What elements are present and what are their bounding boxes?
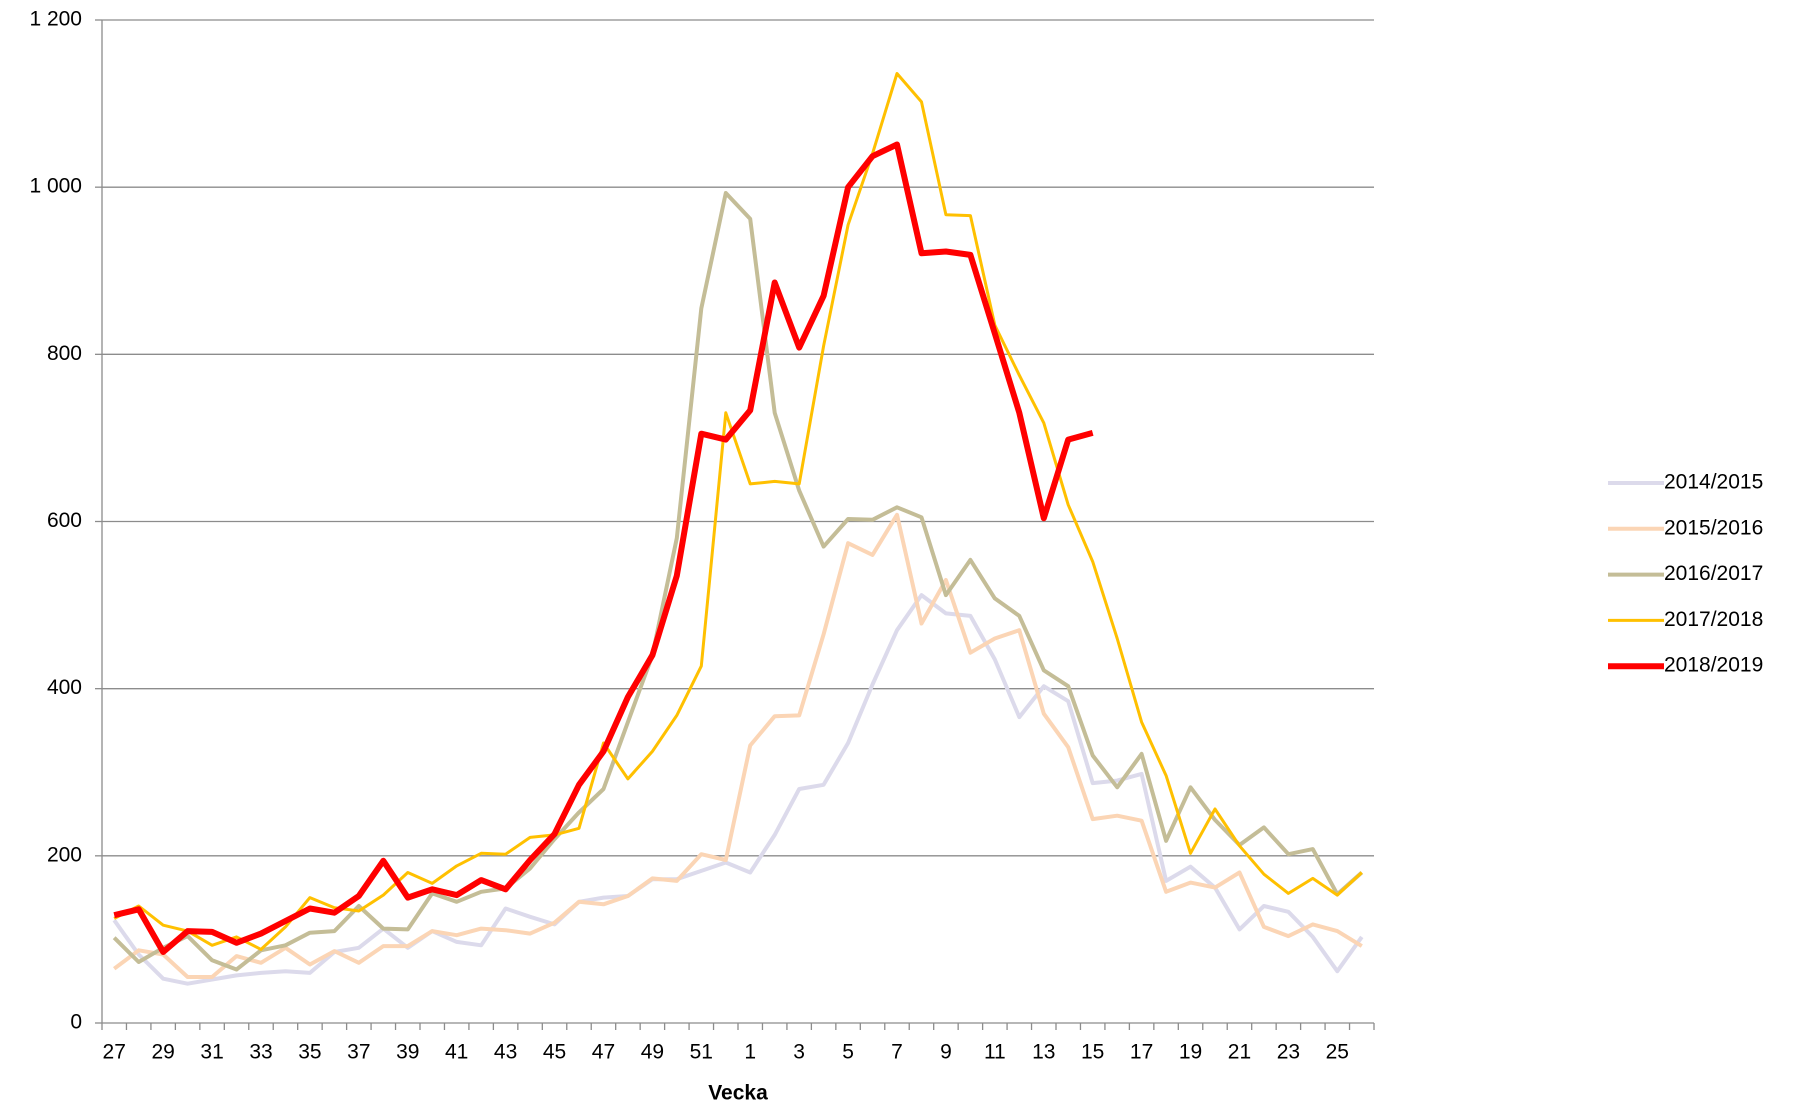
x-tick-label: 9 bbox=[940, 1041, 952, 1064]
data-line bbox=[112, 593, 1364, 986]
data-line bbox=[113, 141, 1094, 955]
y-tick-label: 0 bbox=[70, 1011, 82, 1034]
x-tick-label: 21 bbox=[1228, 1041, 1251, 1064]
x-axis-title: Vecka bbox=[708, 1082, 768, 1105]
legend-label: 2018/2019 bbox=[1664, 654, 1763, 677]
x-tick-label: 1 bbox=[744, 1041, 756, 1064]
x-tick-label: 25 bbox=[1326, 1041, 1349, 1064]
x-tick-label: 11 bbox=[984, 1041, 1006, 1064]
data-line bbox=[113, 72, 1363, 951]
y-tick-label: 200 bbox=[47, 843, 82, 866]
legend-label: 2015/2016 bbox=[1664, 516, 1763, 539]
x-tick-label: 3 bbox=[793, 1041, 805, 1064]
y-tick-label: 400 bbox=[47, 676, 82, 699]
x-tick-label: 23 bbox=[1277, 1041, 1300, 1064]
x-tick-label: 49 bbox=[641, 1041, 664, 1064]
y-tick-label: 1 000 bbox=[29, 175, 82, 198]
x-tick-label: 43 bbox=[494, 1041, 517, 1064]
x-tick-label: 27 bbox=[103, 1041, 126, 1064]
x-tick-label: 31 bbox=[200, 1041, 223, 1064]
x-tick-label: 41 bbox=[445, 1041, 468, 1064]
x-tick-label: 17 bbox=[1130, 1041, 1153, 1064]
data-line bbox=[112, 512, 1363, 979]
legend-label: 2016/2017 bbox=[1664, 562, 1763, 585]
x-tick-label: 33 bbox=[249, 1041, 272, 1064]
y-tick-label: 1 200 bbox=[29, 8, 82, 31]
x-tick-label: 45 bbox=[543, 1041, 566, 1064]
legend-label: 2014/2015 bbox=[1664, 471, 1763, 494]
x-tick-label: 47 bbox=[592, 1041, 615, 1064]
x-tick-label: 39 bbox=[396, 1041, 419, 1064]
x-tick-label: 51 bbox=[690, 1041, 713, 1064]
y-tick-label: 600 bbox=[47, 509, 82, 532]
x-tick-label: 7 bbox=[891, 1041, 903, 1064]
x-tick-label: 35 bbox=[298, 1041, 321, 1064]
x-tick-label: 19 bbox=[1179, 1041, 1202, 1064]
y-tick-label: 800 bbox=[47, 342, 82, 365]
x-tick-label: 37 bbox=[347, 1041, 370, 1064]
data-line bbox=[112, 191, 1364, 972]
x-tick-label: 13 bbox=[1032, 1041, 1055, 1064]
x-tick-label: 29 bbox=[151, 1041, 174, 1064]
legend-label: 2017/2018 bbox=[1664, 608, 1763, 631]
x-tick-label: 5 bbox=[842, 1041, 854, 1064]
x-tick-label: 15 bbox=[1081, 1041, 1104, 1064]
